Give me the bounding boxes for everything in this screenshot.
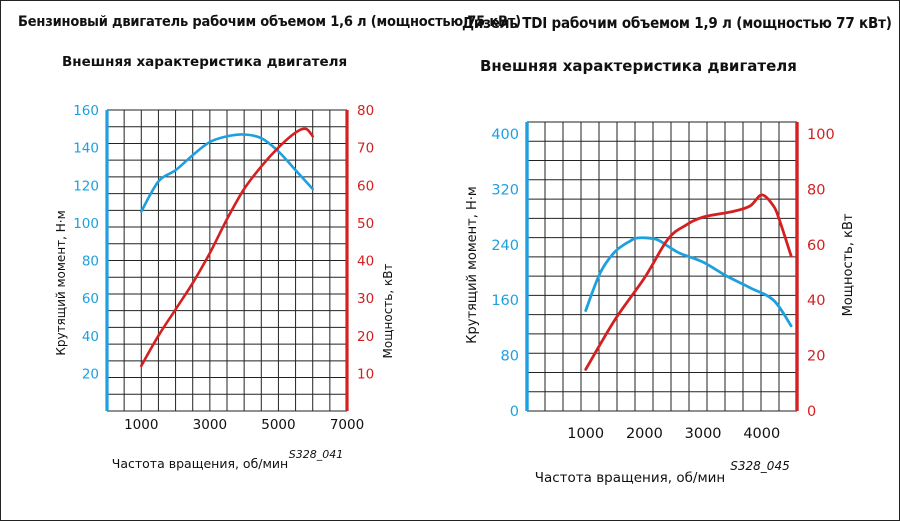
y-axis-label-right: Мощность, кВт (841, 213, 856, 316)
y-tick-right: 20 (357, 329, 374, 345)
y-tick-left: 160 (491, 293, 519, 309)
torque-curve (584, 236, 793, 328)
x-tick: 2000 (626, 426, 663, 442)
y-tick-right: 80 (807, 182, 825, 198)
y-tick-right: 10 (357, 366, 374, 382)
y-tick-left: 400 (491, 127, 519, 143)
y-tick-left: 240 (491, 238, 519, 254)
y-tick-right: 60 (357, 178, 374, 194)
chart-title-diesel: Дизель TDI рабочим объемом 1,9 л (мощнос… (462, 14, 892, 32)
x-tick: 1000 (124, 417, 158, 433)
x-tick: 5000 (261, 417, 295, 433)
y-tick-right: 40 (807, 293, 825, 309)
y-tick-left: 160 (73, 103, 99, 119)
x-tick: 4000 (743, 426, 780, 442)
power-curve (140, 127, 314, 368)
y-tick-right: 60 (807, 238, 825, 254)
y-tick-right: 80 (357, 103, 374, 119)
y-tick-right: 50 (357, 216, 374, 232)
y-tick-right: 20 (807, 349, 825, 365)
y-tick-right: 30 (357, 291, 374, 307)
y-tick-left: 100 (73, 216, 99, 232)
power-curve (584, 193, 793, 371)
y-axis-label-right: Мощность, кВт (381, 264, 395, 359)
chart-title-petrol: Бензиновый двигатель рабочим объемом 1,6… (18, 14, 521, 30)
y-tick-left: 320 (491, 182, 519, 198)
chart-subtitle-diesel: Внешняя характеристика двигателя (480, 57, 797, 75)
x-tick: 1000 (567, 426, 604, 442)
y-tick-left: 0 (510, 404, 519, 420)
x-axis-label: Частота вращения, об/мин (112, 456, 288, 471)
y-tick-left: 60 (82, 291, 99, 307)
chart-petrol (105, 109, 349, 412)
y-tick-left: 120 (73, 178, 99, 194)
y-axis-label-left: Крутящий момент, Н·м (465, 186, 480, 343)
y-tick-right: 100 (807, 127, 835, 143)
y-axis-label-left: Крутящий момент, Н·м (54, 210, 68, 355)
x-tick: 7000 (330, 417, 364, 433)
y-tick-left: 80 (82, 254, 99, 270)
y-tick-left: 40 (82, 329, 99, 345)
chart-subtitle-petrol: Внешняя характеристика двигателя (62, 54, 348, 70)
torque-curve (140, 133, 314, 213)
y-tick-right: 70 (357, 141, 374, 157)
x-axis-label: Частота вращения, об/мин (535, 470, 726, 486)
figure-code: S328_045 (730, 459, 789, 473)
chart-diesel (525, 121, 799, 412)
figure-code: S328_041 (289, 448, 343, 461)
y-tick-left: 80 (501, 349, 519, 365)
y-tick-right: 0 (807, 404, 816, 420)
y-tick-left: 20 (82, 366, 99, 382)
y-tick-left: 140 (73, 141, 99, 157)
x-tick: 3000 (685, 426, 722, 442)
x-tick: 3000 (193, 417, 227, 433)
y-tick-right: 40 (357, 254, 374, 270)
